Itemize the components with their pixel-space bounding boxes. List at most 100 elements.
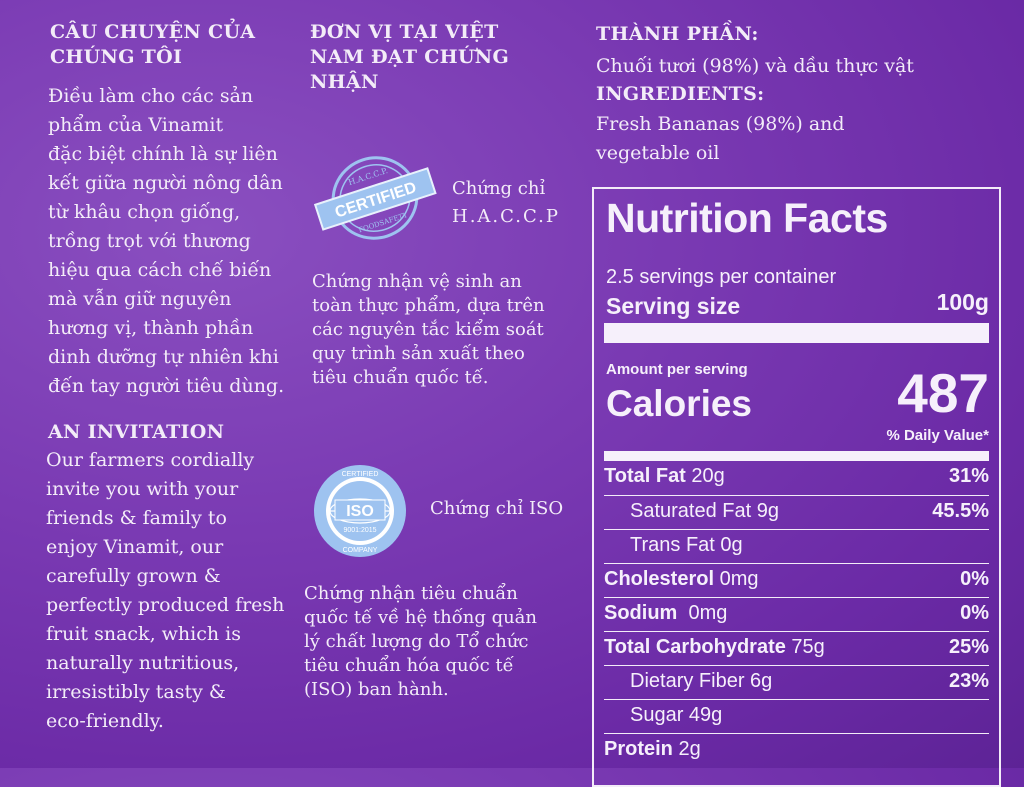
invitation-line: naturally nutritious,: [46, 652, 240, 674]
nutrient-name: Total Fat 20g: [604, 465, 725, 488]
iso-label: Chứng chỉ ISO: [430, 498, 564, 519]
calories-label: Calories: [606, 383, 753, 424]
nutrient-daily-value: 45.5%: [932, 500, 989, 522]
nutrient-amount: 0mg: [714, 568, 759, 590]
nutrient-amount: 20g: [685, 465, 725, 487]
invitation-line: fruit snack, which is: [46, 623, 241, 645]
nutrient-name: Sugar 49g: [630, 704, 722, 727]
haccp-certified-badge-icon: CERTIFIED H.A.C.C.P. FOODSAFETY: [308, 150, 443, 245]
haccp-label-line: Chứng chỉ: [452, 178, 546, 199]
story-body: Điều làm cho các sản phẩm của Vinamit đặ…: [48, 82, 308, 401]
nutrient-amount: Trans Fat 0g: [630, 534, 743, 556]
nutrient-row: Total Fat 20g 31%: [604, 461, 989, 494]
nutrient-row: Sodium 0mg 0%: [604, 597, 989, 631]
nutrient-name: Saturated Fat 9g: [630, 500, 779, 523]
iso-badge-main-text: ISO: [346, 503, 374, 520]
nutrient-amount: 75g: [785, 636, 825, 658]
story-line: hiệu qua cách chế biến: [48, 259, 272, 281]
nutrient-daily-value: 0%: [960, 602, 989, 624]
nutrient-row: Cholesterol 0mg 0%: [604, 563, 989, 597]
story-line: phẩm của Vinamit: [48, 114, 224, 136]
story-heading-line: CHÚNG TÔI: [50, 46, 183, 68]
nutrient-bold-label: Cholesterol: [604, 568, 715, 590]
invitation-line: carefully grown &: [46, 565, 221, 587]
daily-value-header: % Daily Value*: [886, 427, 989, 444]
story-line: đến tay người tiêu dùng.: [48, 375, 285, 397]
invitation-line: eco-friendly.: [46, 710, 164, 732]
nutrient-bold-label: Sodium: [604, 602, 678, 624]
iso-badge-std-text: 9001:2015: [343, 527, 376, 534]
nutrient-row: Sugar 49g: [604, 699, 989, 733]
nutrient-name: Dietary Fiber 6g: [630, 670, 772, 693]
ingredients-vn-heading: THÀNH PHẦN:: [596, 23, 759, 45]
serving-size-label: Serving size: [606, 293, 741, 319]
nutrient-row: Dietary Fiber 6g 23%: [604, 665, 989, 699]
ingredients-vn-body: Chuối tươi (98%) và dầu thực vật: [596, 55, 914, 77]
certification-heading: ĐƠN VỊ TẠI VIỆT NAM ĐẠT CHỨNG NHẬN: [310, 20, 530, 95]
iso-badge-bottom-text: COMPANY: [343, 547, 378, 554]
iso-certified-badge-icon: ISO 9001:2015 CERTIFIED COMPANY: [305, 462, 415, 560]
ingredients-en-line: Fresh Bananas (98%) and: [596, 113, 845, 135]
ingredients-en-heading: INGREDIENTS:: [596, 83, 765, 105]
iso-description-line: quốc tế về hệ thống quản: [304, 607, 538, 628]
iso-description-line: lý chất lượng do Tổ chức: [304, 631, 529, 652]
certification-heading-line: ĐƠN VỊ TẠI VIỆT: [310, 21, 499, 43]
haccp-description-line: các nguyên tắc kiểm soát: [312, 319, 544, 340]
nutrient-daily-value: 0%: [960, 568, 989, 590]
nutrient-row: Protein 2g: [604, 733, 989, 767]
nutrient-amount: Sugar 49g: [630, 704, 723, 726]
nutrient-row: Total Carbohydrate 75g 25%: [604, 631, 989, 665]
nutrient-amount: Dietary Fiber 6g: [630, 670, 773, 692]
nutrient-row: Saturated Fat 9g 45.5%: [604, 495, 989, 529]
iso-description-line: Chứng nhận tiêu chuẩn: [304, 583, 518, 604]
invitation-line: irresistibly tasty &: [46, 681, 226, 703]
haccp-description-line: Chứng nhận vệ sinh an: [312, 271, 522, 292]
iso-badge-top-text: CERTIFIED: [342, 471, 379, 478]
story-heading: CÂU CHUYỆN CỦA CHÚNG TÔI: [50, 20, 290, 70]
haccp-label: Chứng chỉ H.A.C.C.P: [452, 175, 582, 231]
medium-divider: [604, 451, 989, 461]
invitation-heading: AN INVITATION: [48, 421, 225, 443]
story-line: Điều làm cho các sản: [48, 85, 254, 107]
story-line: mà vẫn giữ nguyên: [48, 288, 232, 310]
haccp-description-line: tiêu chuẩn quốc tế.: [312, 367, 489, 388]
nutrient-bold-label: Protein: [604, 738, 673, 760]
story-line: từ khâu chọn giống,: [48, 201, 241, 223]
invitation-body: Our farmers cordially invite you with yo…: [46, 446, 306, 736]
nutrient-bold-label: Total Carbohydrate: [604, 636, 786, 658]
ingredients-en-body: Fresh Bananas (98%) and vegetable oil: [596, 110, 896, 168]
nutrient-name: Sodium 0mg: [604, 602, 727, 625]
nutrient-daily-value: 25%: [948, 636, 989, 658]
nutrient-row: Trans Fat 0g: [604, 529, 989, 563]
nutrient-name: Trans Fat 0g: [630, 534, 743, 557]
nutrient-name: Total Carbohydrate 75g: [604, 636, 825, 659]
invitation-line: friends & family to: [46, 507, 227, 529]
nutrient-amount: Saturated Fat 9g: [630, 500, 779, 522]
iso-description: Chứng nhận tiêu chuẩn quốc tế về hệ thốn…: [304, 582, 564, 702]
nutrient-name: Cholesterol 0mg: [604, 568, 759, 591]
haccp-description-line: quy trình sản xuất theo: [312, 343, 525, 364]
haccp-description: Chứng nhận vệ sinh an toàn thực phẩm, dự…: [312, 270, 572, 390]
story-heading-line: CÂU CHUYỆN CỦA: [50, 21, 256, 43]
nutrient-amount: 2g: [672, 738, 701, 760]
story-line: kết giữa người nông dân: [48, 172, 283, 194]
thick-divider: [604, 323, 989, 343]
ingredients-en-line: vegetable oil: [596, 142, 720, 164]
invitation-line: perfectly produced fresh: [46, 594, 285, 616]
nutrient-daily-value: 31%: [948, 465, 989, 487]
servings-per-container: 2.5 servings per container: [606, 266, 837, 288]
certification-heading-line: NHẬN: [310, 71, 379, 93]
serving-size-value: 100g: [936, 289, 989, 315]
story-line: hương vị, thành phần: [48, 317, 254, 339]
story-line: trồng trọt với thương: [48, 230, 251, 252]
amount-per-serving: Amount per serving: [606, 361, 748, 378]
nutrient-bold-label: Total Fat: [604, 465, 686, 487]
nutrient-amount: 0mg: [677, 602, 728, 624]
invitation-line: Our farmers cordially: [46, 449, 255, 471]
nutrition-facts-panel: Nutrition Facts 2.5 servings per contain…: [592, 187, 1001, 787]
nutrient-name: Protein 2g: [604, 738, 701, 761]
calories-value: 487: [897, 362, 989, 424]
nutrition-title: Nutrition Facts: [606, 195, 888, 241]
invitation-line: invite you with your: [46, 478, 239, 500]
nutrient-daily-value: 23%: [948, 670, 989, 692]
